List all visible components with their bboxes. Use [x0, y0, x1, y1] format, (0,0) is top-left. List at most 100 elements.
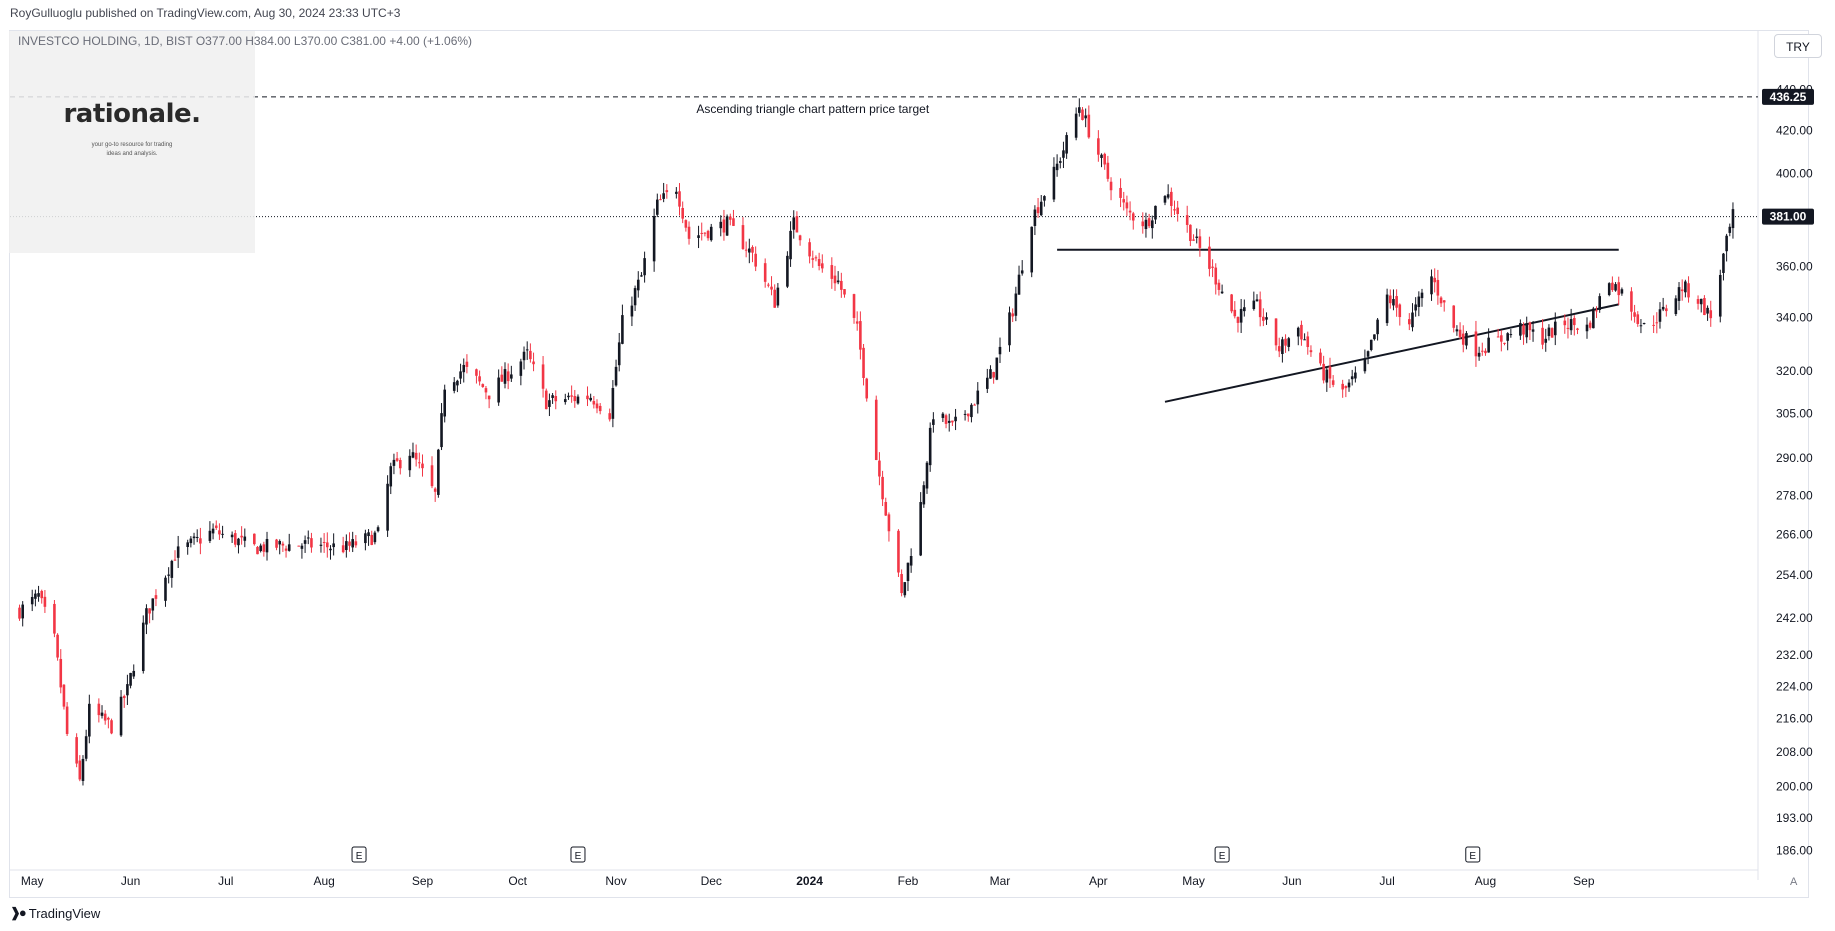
candle-body — [973, 404, 976, 406]
candle-body — [681, 207, 684, 219]
time-tick-label: Apr — [1089, 874, 1108, 888]
candle-body — [1262, 316, 1265, 321]
candle-body — [1325, 369, 1329, 383]
price-tick-label: 400.00 — [1776, 167, 1813, 181]
candle-body — [253, 533, 256, 545]
price-tick-label: 360.00 — [1776, 260, 1813, 274]
candle-body — [170, 560, 174, 578]
logo-name: rationale. — [63, 99, 201, 129]
tradingview-brand[interactable]: ❱● TradingView — [10, 905, 100, 921]
candle-body — [370, 534, 374, 545]
candle-body — [541, 364, 545, 389]
candle-body — [1544, 338, 1548, 343]
candle-body — [1731, 209, 1735, 229]
earnings-marker-label: E — [356, 851, 363, 862]
candle-body — [1087, 114, 1091, 138]
candle-body — [1195, 236, 1199, 238]
candle-body — [1052, 166, 1056, 200]
candle-body — [1722, 253, 1725, 273]
candle-body — [84, 736, 88, 759]
price-tick-label: 420.00 — [1776, 123, 1813, 137]
candle-body — [1477, 352, 1481, 357]
candle-body — [1414, 304, 1417, 311]
candle-body — [811, 258, 815, 260]
candle-body — [1020, 270, 1024, 274]
candle-body — [81, 758, 85, 781]
candle-body — [906, 562, 910, 582]
candle-body — [1185, 215, 1189, 225]
price-tick-label: 320.00 — [1776, 364, 1813, 378]
currency-button[interactable]: TRY — [1774, 34, 1822, 58]
candle-body — [998, 346, 1002, 355]
candle-body — [176, 546, 180, 558]
candle-body — [1522, 325, 1525, 335]
time-tick-label: Mar — [990, 874, 1011, 888]
candle-body — [874, 399, 878, 461]
candle-body — [1033, 209, 1037, 226]
candle-body — [256, 546, 259, 555]
candle-body — [1417, 296, 1421, 308]
candle-body — [1588, 322, 1592, 328]
candle-body — [297, 545, 301, 547]
candle-body — [259, 545, 262, 552]
candle-body — [503, 369, 507, 384]
candle-body — [1677, 287, 1681, 301]
candle-body — [1465, 333, 1468, 346]
candle-body — [500, 374, 504, 382]
auto-scale-button[interactable]: A — [1790, 876, 1798, 888]
candle-body — [697, 235, 700, 238]
candle-body — [751, 246, 754, 253]
candle-body — [1014, 293, 1018, 316]
time-tick-label: Aug — [313, 874, 334, 888]
candle-body — [1192, 239, 1195, 241]
earnings-marker-box — [570, 846, 586, 863]
candle-body — [865, 378, 869, 399]
candle-body — [392, 459, 396, 466]
candle-body — [1680, 289, 1684, 292]
candle-body — [275, 539, 278, 548]
candle-body — [59, 658, 63, 688]
candle-body — [589, 397, 592, 401]
candle-body — [830, 265, 834, 279]
candle-body — [744, 249, 748, 251]
candle-body — [852, 294, 856, 318]
price-tick-label: 232.00 — [1776, 648, 1813, 662]
candle-body — [887, 514, 891, 532]
candle-body — [684, 220, 688, 228]
time-tick-label: Jun — [121, 874, 140, 888]
candle-body — [1487, 337, 1490, 353]
candle-body — [1150, 220, 1154, 229]
candle-body — [989, 369, 992, 379]
candle-body — [141, 622, 145, 672]
candle-body — [233, 533, 237, 545]
candle-body — [592, 401, 596, 405]
candle-body — [1617, 282, 1621, 296]
candle-body — [303, 540, 307, 544]
time-axis[interactable]: May Jun Jul Aug Sep Oct Nov Dec 2024 Feb Mar Apr May… — [10, 869, 1758, 888]
candle-body — [110, 720, 113, 734]
symbol-legend[interactable]: INVESTCO HOLDING, 1D, BIST O377.00 H384.… — [18, 34, 472, 48]
candle-body — [652, 216, 656, 262]
candle-body — [1078, 107, 1081, 113]
time-tick-label: Feb — [898, 874, 919, 888]
earnings-marker-label: E — [1469, 851, 1476, 862]
candle-body — [100, 712, 104, 716]
candle-body — [1011, 313, 1014, 317]
candle-body — [659, 199, 662, 201]
candle-body — [1506, 333, 1509, 341]
candle-body — [265, 538, 269, 553]
candle-body — [903, 582, 907, 596]
candle-body — [62, 684, 66, 707]
candle-body — [414, 452, 418, 460]
candle-body — [186, 542, 189, 547]
candle-body — [1017, 274, 1021, 295]
candle-body — [995, 357, 999, 380]
candle-body — [1655, 322, 1659, 324]
price-axis[interactable]: 460.00440.00420.00400.00380.00360.00340.… — [1757, 31, 1813, 880]
candle-body — [487, 395, 491, 400]
candle-body — [1385, 294, 1389, 324]
candle-body — [56, 634, 59, 658]
candle-body — [1525, 323, 1529, 338]
